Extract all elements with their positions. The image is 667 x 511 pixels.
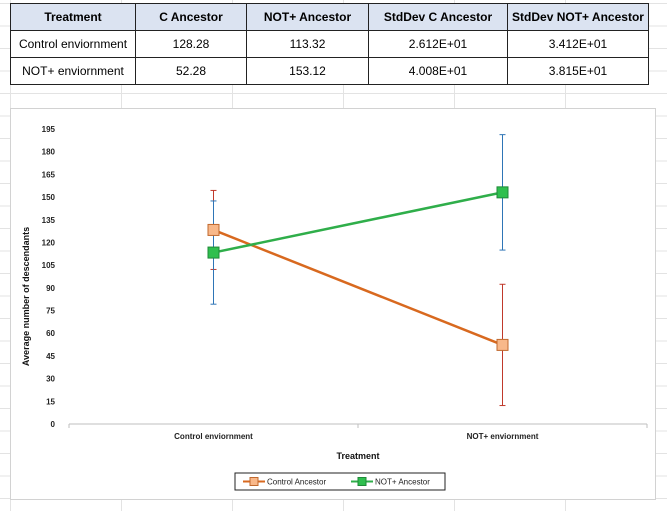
- table-cell[interactable]: NOT+ enviornment: [10, 57, 136, 85]
- x-tick-label: Control enviornment: [174, 432, 253, 441]
- table-cell[interactable]: 128.28: [135, 30, 247, 58]
- chart-area[interactable]: 0 15 30 45 60 75 90 105 120 135 150 165 180 195 Contr…: [10, 108, 656, 500]
- table-cell[interactable]: 52.28: [135, 57, 247, 85]
- y-tick-label: 75: [46, 307, 55, 316]
- legend-box: [234, 472, 446, 491]
- table-header-cell[interactable]: StdDev NOT+ Ancestor: [507, 3, 649, 31]
- y-tick-label: 195: [42, 125, 56, 134]
- table-header-row: Treatment C Ancestor NOT+ Ancestor StdDe…: [10, 3, 649, 31]
- table-header-cell[interactable]: NOT+ Ancestor: [246, 3, 369, 31]
- y-tick-label: 0: [51, 420, 56, 429]
- line-chart: 0 15 30 45 60 75 90 105 120 135 150 165 180 195 Contr…: [21, 125, 648, 491]
- table-row: NOT+ enviornment 52.28 153.12 4.008E+01 …: [10, 57, 649, 85]
- table-cell[interactable]: Control enviornment: [10, 30, 136, 58]
- chart-series: [207, 134, 509, 407]
- series-not-plus-ancestor: [210, 134, 506, 305]
- y-tick-label: 45: [46, 352, 55, 361]
- table-header-cell[interactable]: StdDev C Ancestor: [368, 3, 508, 31]
- legend-marker: [249, 477, 259, 486]
- y-tick-label: 105: [42, 261, 56, 270]
- table-header-cell[interactable]: C Ancestor: [135, 3, 247, 31]
- data-point[interactable]: [496, 186, 509, 199]
- table-cell[interactable]: 153.12: [246, 57, 369, 85]
- y-tick-label: 150: [42, 193, 56, 202]
- data-point[interactable]: [207, 223, 220, 236]
- table-cell[interactable]: 2.612E+01: [368, 30, 508, 58]
- data-point[interactable]: [496, 338, 509, 351]
- y-tick-label: 165: [42, 170, 56, 179]
- y-tick-label: 135: [42, 216, 56, 225]
- y-tick-label: 180: [42, 148, 56, 157]
- table-cell[interactable]: 3.412E+01: [507, 30, 649, 58]
- y-axis: 0 15 30 45 60 75 90 105 120 135 150 165 180 195: [42, 125, 56, 429]
- x-tick-label: NOT+ enviornment: [467, 432, 539, 441]
- table-header-cell[interactable]: Treatment: [10, 3, 136, 31]
- legend-marker: [357, 477, 367, 486]
- x-axis: Control enviornment NOT+ enviornment: [68, 423, 648, 441]
- y-tick-label: 15: [46, 397, 55, 406]
- table-cell[interactable]: 3.815E+01: [507, 57, 649, 85]
- data-table: Treatment C Ancestor NOT+ Ancestor StdDe…: [10, 3, 649, 85]
- y-tick-label: 60: [46, 329, 55, 338]
- y-tick-label: 30: [46, 375, 55, 384]
- data-point[interactable]: [207, 246, 220, 259]
- table-cell[interactable]: 113.32: [246, 30, 369, 58]
- table-cell[interactable]: 4.008E+01: [368, 57, 508, 85]
- table-row: Control enviornment 128.28 113.32 2.612E…: [10, 30, 649, 58]
- chart-legend: Control Ancestor NOT+ Ancestor: [234, 472, 446, 491]
- y-tick-label: 120: [42, 238, 56, 247]
- legend-label: Control Ancestor: [267, 478, 326, 487]
- y-tick-label: 90: [46, 284, 55, 293]
- x-axis-title: Treatment: [336, 451, 379, 461]
- y-axis-title: Average number of descendants: [21, 227, 31, 366]
- series-line: [213, 228, 503, 347]
- series-line: [213, 191, 503, 254]
- legend-label: NOT+ Ancestor: [375, 478, 430, 487]
